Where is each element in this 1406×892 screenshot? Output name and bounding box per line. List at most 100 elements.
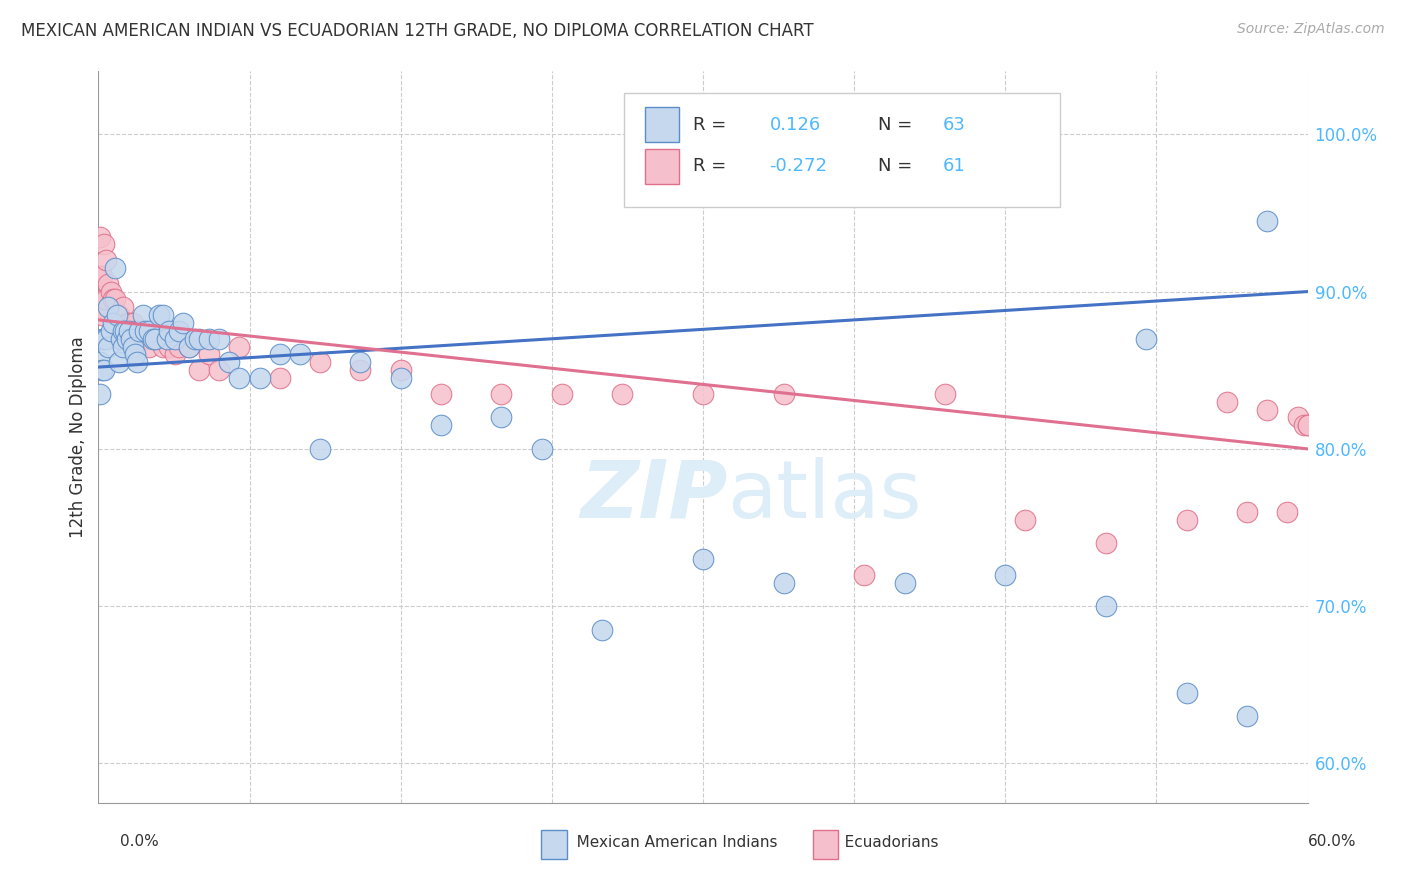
Point — [93, 332, 115, 346]
Point — [101, 293, 124, 307]
Point — [107, 308, 129, 322]
Point — [121, 316, 143, 330]
Point — [167, 324, 190, 338]
Point — [124, 324, 146, 338]
Point — [491, 387, 513, 401]
Text: 60.0%: 60.0% — [1309, 834, 1357, 849]
Point — [1256, 214, 1278, 228]
Point — [132, 332, 155, 346]
Point — [120, 324, 142, 338]
Point — [249, 371, 271, 385]
Text: Mexican American Indians: Mexican American Indians — [562, 836, 778, 850]
Point — [114, 324, 136, 338]
FancyBboxPatch shape — [624, 94, 1060, 207]
Point — [152, 308, 174, 322]
Point — [128, 324, 150, 338]
Point — [853, 567, 876, 582]
Point — [97, 277, 120, 291]
Point — [110, 332, 132, 346]
Text: N =: N = — [879, 116, 918, 134]
Point — [167, 340, 190, 354]
Point — [91, 308, 114, 322]
Text: Ecuadorians: Ecuadorians — [830, 836, 938, 850]
Text: 61: 61 — [942, 158, 965, 176]
Point — [100, 324, 122, 338]
Point — [157, 324, 180, 338]
Point — [198, 347, 221, 361]
Point — [97, 340, 120, 354]
Point — [96, 293, 118, 307]
Point — [163, 332, 186, 346]
Point — [179, 340, 201, 354]
Point — [269, 347, 291, 361]
Point — [1175, 513, 1198, 527]
Point — [530, 442, 553, 456]
Text: 0.126: 0.126 — [769, 116, 821, 134]
Point — [491, 410, 513, 425]
Point — [389, 363, 412, 377]
Point — [309, 355, 332, 369]
Point — [172, 316, 194, 330]
Point — [91, 332, 114, 346]
Point — [96, 253, 118, 268]
Point — [152, 340, 174, 354]
Point — [128, 332, 150, 346]
Point — [208, 332, 231, 346]
Point — [1296, 418, 1319, 433]
Point — [551, 387, 574, 401]
Point — [1236, 505, 1258, 519]
Text: 63: 63 — [942, 116, 966, 134]
Text: 0.0%: 0.0% — [120, 834, 159, 849]
Point — [772, 387, 794, 401]
Point — [188, 363, 211, 377]
Point — [156, 332, 179, 346]
Point — [89, 387, 111, 401]
Point — [96, 332, 118, 346]
Point — [1095, 599, 1118, 614]
Text: Source: ZipAtlas.com: Source: ZipAtlas.com — [1237, 22, 1385, 37]
Point — [114, 324, 136, 338]
Point — [1286, 410, 1309, 425]
Point — [118, 324, 141, 338]
Point — [612, 387, 634, 401]
Point — [1296, 418, 1319, 433]
Point — [91, 363, 114, 377]
Point — [1095, 536, 1118, 550]
Point — [692, 552, 714, 566]
Point — [157, 340, 180, 354]
FancyBboxPatch shape — [645, 149, 679, 184]
Point — [692, 387, 714, 401]
Point — [124, 347, 146, 361]
Point — [1292, 418, 1315, 433]
Text: ZIP: ZIP — [579, 457, 727, 534]
Point — [105, 308, 128, 322]
Text: R =: R = — [693, 158, 733, 176]
Point — [430, 387, 453, 401]
Point — [105, 316, 128, 330]
Text: atlas: atlas — [727, 457, 921, 534]
Point — [103, 260, 125, 275]
Point — [134, 324, 156, 338]
Point — [228, 340, 250, 354]
Point — [89, 268, 111, 283]
Point — [309, 442, 332, 456]
Point — [1256, 402, 1278, 417]
Point — [1014, 513, 1036, 527]
Point — [772, 575, 794, 590]
Point — [179, 340, 201, 354]
Point — [120, 332, 142, 346]
Point — [1175, 686, 1198, 700]
Point — [1236, 709, 1258, 723]
Point — [121, 340, 143, 354]
Point — [107, 355, 129, 369]
Point — [115, 332, 138, 346]
Point — [143, 324, 166, 338]
Point — [208, 363, 231, 377]
Point — [1216, 394, 1239, 409]
Point — [893, 575, 915, 590]
Point — [103, 293, 125, 307]
Point — [163, 347, 186, 361]
Y-axis label: 12th Grade, No Diploma: 12th Grade, No Diploma — [69, 336, 87, 538]
Point — [389, 371, 412, 385]
Point — [430, 418, 453, 433]
